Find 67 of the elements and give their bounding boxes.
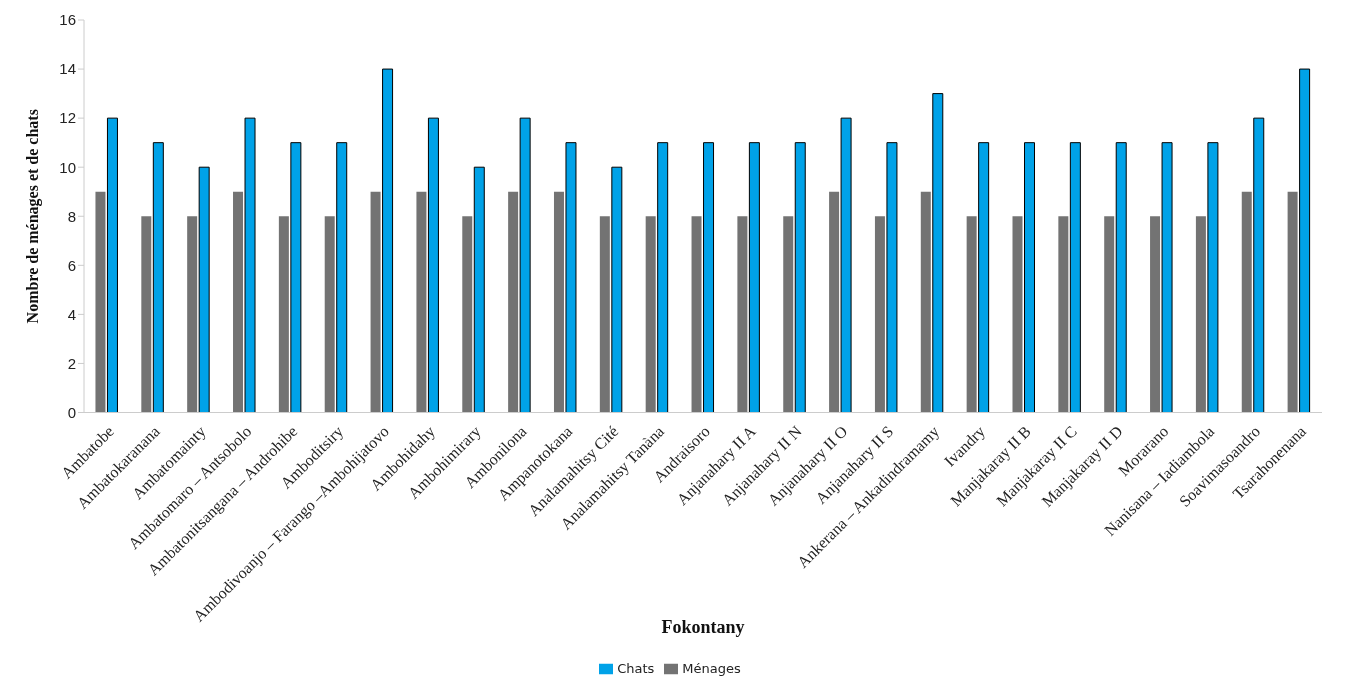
bar — [920, 191, 931, 413]
bar — [1195, 216, 1206, 413]
bar — [95, 191, 106, 413]
bar — [737, 216, 748, 413]
bar — [141, 216, 152, 413]
bar — [416, 191, 427, 413]
bar — [1024, 142, 1035, 413]
y-tick-label: 16 — [59, 11, 76, 29]
bar — [278, 216, 289, 413]
y-tick-label: 4 — [67, 305, 76, 323]
bar — [233, 191, 244, 413]
bar — [427, 117, 439, 413]
y-tick-label: 10 — [59, 158, 76, 176]
bar — [1150, 216, 1161, 413]
bar — [703, 142, 715, 413]
bar — [657, 142, 669, 413]
bar — [748, 142, 760, 413]
bar — [290, 142, 302, 413]
bar — [840, 117, 852, 413]
bar — [508, 191, 519, 413]
bar — [1299, 68, 1311, 413]
bar — [553, 191, 564, 413]
bar — [462, 216, 473, 413]
y-axis-title: Nombre de ménages et de chats — [23, 109, 42, 324]
bar — [645, 216, 656, 413]
bar — [244, 117, 256, 413]
bar — [611, 166, 623, 413]
bar — [382, 68, 394, 413]
bar — [473, 166, 485, 413]
bar — [1115, 142, 1127, 413]
bar — [886, 142, 898, 413]
bar — [1253, 117, 1265, 413]
bar — [187, 216, 198, 413]
bar — [932, 93, 944, 413]
bar — [691, 216, 702, 413]
bar — [106, 117, 118, 413]
bar — [152, 142, 164, 413]
bar — [1012, 216, 1023, 413]
bar — [1069, 142, 1081, 413]
bar — [565, 142, 577, 413]
y-tick-label: 6 — [67, 256, 76, 274]
bar — [1287, 191, 1298, 413]
bar — [978, 142, 990, 413]
bar — [599, 216, 610, 413]
bar — [1241, 191, 1252, 413]
bar — [1207, 142, 1219, 413]
bar — [336, 142, 348, 413]
y-tick-label: 2 — [67, 354, 76, 372]
y-tick-label: 8 — [67, 207, 76, 225]
bar — [324, 216, 335, 413]
bar — [1104, 216, 1115, 413]
y-tick-label: 12 — [59, 109, 76, 127]
legend-label: Chats — [617, 660, 655, 676]
bar — [829, 191, 840, 413]
bar — [794, 142, 806, 413]
bar — [370, 191, 381, 413]
bar — [1161, 142, 1173, 413]
y-tick-label: 0 — [67, 403, 76, 421]
bar — [519, 117, 531, 413]
legend-label: Ménages — [682, 660, 741, 676]
bar — [198, 166, 210, 413]
bar — [1058, 216, 1069, 413]
bar — [783, 216, 794, 413]
bar — [874, 216, 885, 413]
y-tick-label: 14 — [59, 60, 76, 78]
x-axis-title: Fokontany — [661, 616, 745, 637]
bar — [966, 216, 977, 413]
